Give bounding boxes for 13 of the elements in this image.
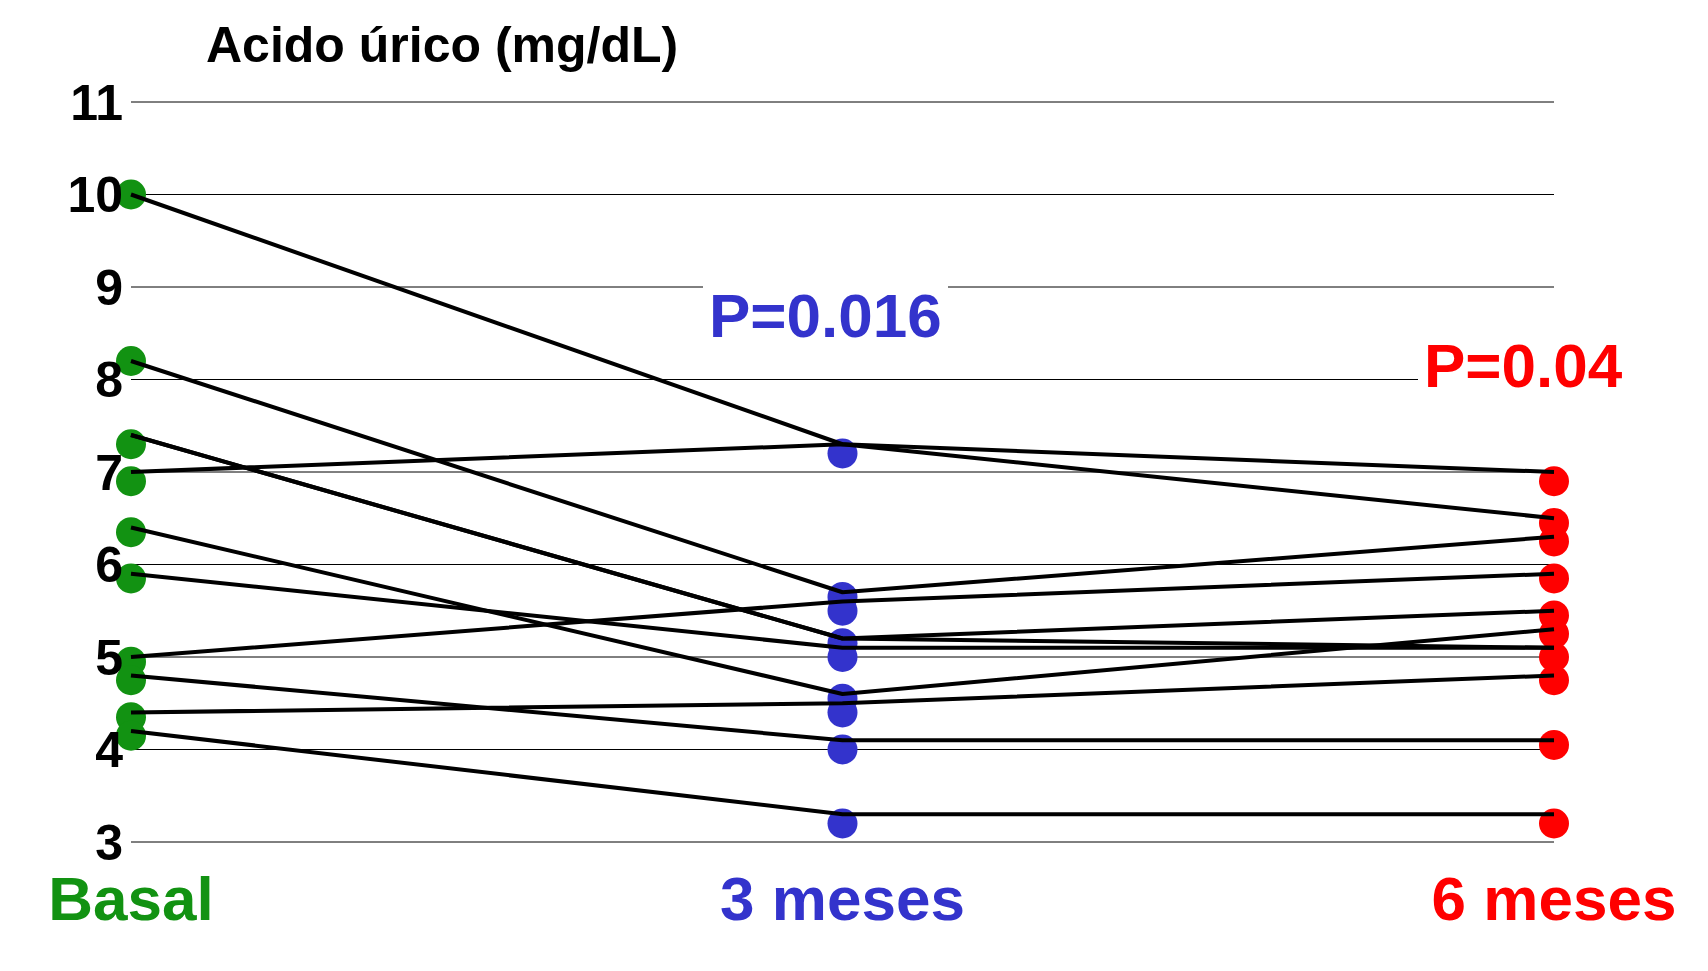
y-tick-label: 11 [70, 74, 123, 131]
y-tick-label: 9 [95, 259, 123, 316]
y-tick-label: 8 [95, 352, 123, 409]
y-tick-label: 5 [95, 629, 123, 686]
y-tick-label: 4 [95, 722, 124, 779]
y-tick-label: 7 [95, 444, 123, 501]
annotation: P=0.016 [703, 280, 948, 351]
chart-title: Acido úrico (mg/dL) [206, 16, 679, 74]
x-tick-label: 6 meses [1431, 864, 1677, 933]
x-tick-label: 3 meses [720, 864, 965, 933]
y-tick-label: 6 [95, 537, 123, 594]
y-tick-label: 10 [67, 167, 123, 224]
annotation: P=0.04 [1418, 330, 1629, 401]
